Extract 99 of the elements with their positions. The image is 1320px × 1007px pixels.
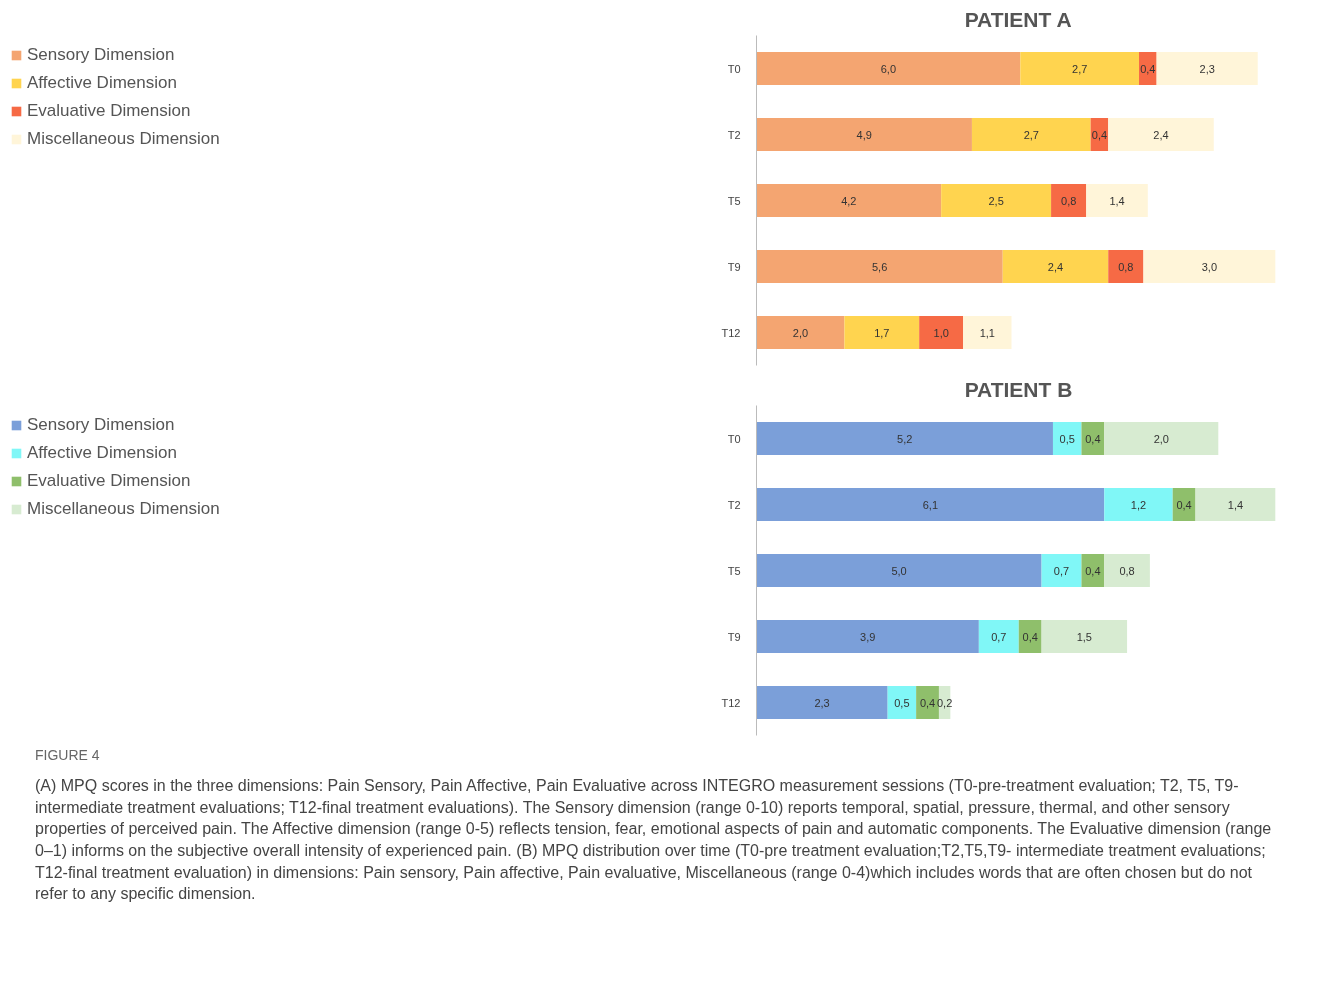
data-label: 2,7 [1072,62,1088,75]
bar [1139,52,1157,85]
legend-label: Sensory Dimension [27,45,175,65]
data-label: 0,4 [919,696,936,709]
bar [756,118,972,151]
bar [1104,422,1219,455]
data-label: 0,2 [936,696,953,709]
data-label: 0,8 [1061,194,1077,207]
bar [1041,620,1128,653]
bar [1104,488,1173,521]
data-label: 0,4 [1176,498,1192,511]
y-tick-label: T2 [727,498,741,511]
bar [756,52,1021,85]
bar [756,316,845,349]
bar [1041,554,1082,587]
bar [971,118,1091,151]
y-tick-label: T9 [727,630,741,643]
data-label: 1,1 [979,326,995,339]
chart-title: PATIENT B [964,377,1073,401]
bar [1018,620,1042,653]
data-label: 1,2 [1130,498,1147,511]
data-label: 2,4 [1153,128,1169,141]
data-label: 3,9 [860,630,876,643]
data-label: 5,2 [897,432,913,445]
legend-label: Miscellaneous Dimension [27,499,220,519]
data-label: 0,7 [1053,564,1070,577]
data-label: 0,4 [1091,128,1108,141]
data-label: 2,3 [1199,62,1215,75]
chart-title: PATIENT A [964,7,1072,31]
data-label: 0,5 [1059,432,1075,445]
data-label: 4,9 [856,128,872,141]
caption: FIGURE 4 [35,746,100,765]
data-label: 5,0 [891,564,907,577]
data-label: 0,4 [1085,564,1101,577]
y-tick-label: T5 [727,194,741,207]
legend-label: Affective Dimension [27,443,177,463]
text: (A) MPQ scores in the three dimensions: Pain Sensory, Pain Affective, Pain Evaluative across INTEGRO measurement sessions (T0-pre-treatment evaluation; T2, T5, T9-intermediate treatment evaluations; T12-final treatment evaluations). The Sensory dimension (range 0-10) reports temporal, spatial, pressure, thermal, and other sensory properties of perceived pain. The Affective dimension (range 0-5) reflects tension, fear, emotional aspects of pain and automatic components. The Evaluative dimension (range 0–1) informs on the subjective overall intensity of experienced pain. (B) MPQ distribution over time (T0-pre treatment evaluation;T2,T5,T9- intermediate treatment evaluations; T12-final treatment evaluation) in dimensions: Pain sensory, Pain affective, Pain evaluative, Miscellaneous (range 0-4)which includes words that are often chosen but do not refer to any specific dimension. [35,776,1273,905]
data-label: 6,0 [880,62,897,75]
data-label: 4,2 [841,194,857,207]
data-label: 0,4 [1022,630,1038,643]
bar [1081,422,1105,455]
data-label: 2,7 [1023,128,1039,141]
legend-label: Evaluative Dimension [27,471,191,491]
bar [756,686,888,719]
y-tick-label: T12 [721,326,741,339]
data-label: 0,8 [1119,564,1135,577]
legend-label: Evaluative Dimension [27,101,191,121]
bar [1108,250,1144,283]
data-label: 1,0 [933,326,949,339]
bar [1081,554,1105,587]
bar [978,620,1019,653]
bar [1086,184,1148,217]
data-label: 2,3 [814,696,830,709]
data-label: 2,4 [1047,260,1064,273]
data-label: 0,7 [991,630,1007,643]
bar [756,554,1042,587]
data-label: 0,4 [1140,62,1156,75]
data-label: 0,4 [1085,432,1101,445]
y-tick-label: T0 [727,62,741,75]
bar [1051,184,1087,217]
bar [941,184,1052,217]
data-label: 2,0 [792,326,809,339]
bar [1052,422,1082,455]
bar [963,316,1012,349]
bar [916,686,939,719]
bar [1195,488,1276,521]
bar [1108,118,1214,151]
data-label: 1,4 [1227,498,1244,511]
y-tick-label: T5 [727,564,741,577]
y-tick-label: T9 [727,260,741,273]
data-label: 0,8 [1118,260,1134,273]
legend-label: Sensory Dimension [27,415,175,435]
bar [844,316,920,349]
data-label: 0,5 [894,696,910,709]
data-label: 2,0 [1153,432,1169,445]
data-label: 6,1 [922,498,939,511]
legend-label: Miscellaneous Dimension [27,129,220,149]
data-label: 1,5 [1076,630,1092,643]
bar [756,488,1105,521]
data-label: 5,6 [871,260,888,273]
bar [756,422,1053,455]
data-label: 1,4 [1109,194,1125,207]
data-label: 3,0 [1201,260,1218,273]
data-label: 1,7 [874,326,890,339]
bar [1002,250,1109,283]
bar [756,620,979,653]
bar [1156,52,1258,85]
y-tick-label: T0 [727,432,741,445]
y-tick-label: T2 [727,128,741,141]
bar [887,686,917,719]
bar [1143,250,1276,283]
bar [756,250,1003,283]
bar [1104,554,1150,587]
legend-label: Affective Dimension [27,73,177,93]
bar [756,184,942,217]
bar [1020,52,1140,85]
data-label: 2,5 [988,194,1004,207]
bar [919,316,964,349]
y-tick-label: T12 [721,696,741,709]
